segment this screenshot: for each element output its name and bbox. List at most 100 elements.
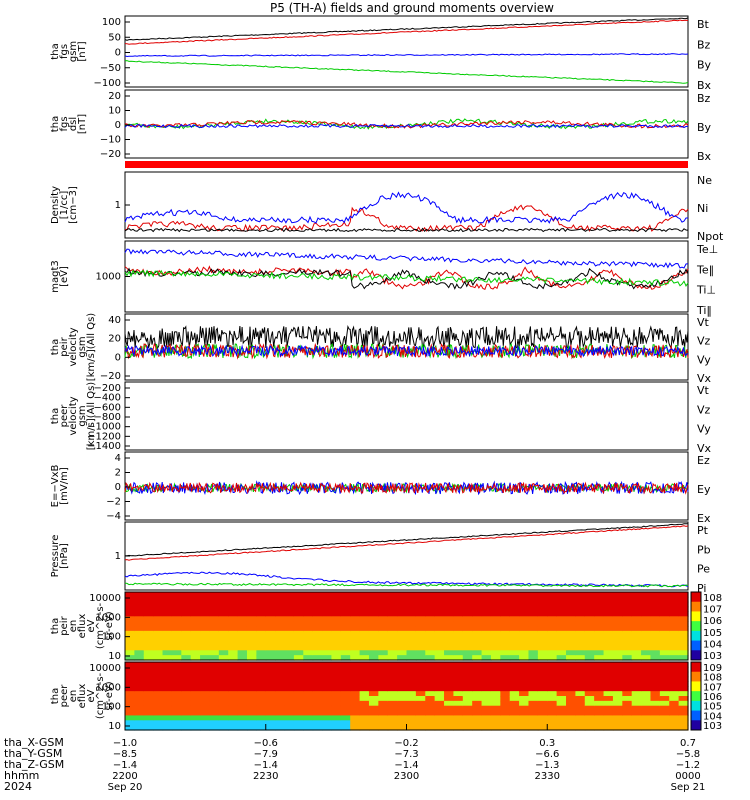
heatmap-cell [472, 655, 483, 661]
heatmap-cell [584, 645, 595, 651]
heatmap-cell [603, 681, 614, 687]
heatmap-cell [256, 655, 267, 661]
heatmap-cell [434, 662, 445, 668]
heatmap-cell [415, 676, 426, 683]
heatmap-cell [415, 720, 426, 726]
heatmap-cell [134, 691, 145, 697]
heatmap-cell [500, 686, 511, 692]
heatmap-cell [622, 666, 633, 673]
heatmap-cell [406, 681, 417, 687]
heatmap-cell [237, 671, 248, 678]
heatmap-cell [594, 725, 605, 731]
heatmap-cell [275, 681, 286, 687]
heatmap-cell [641, 616, 652, 622]
heatmap-cell [650, 691, 661, 697]
heatmap-cell [359, 691, 370, 697]
heatmap-cell [228, 650, 239, 656]
heatmap-cell [556, 621, 567, 627]
heatmap-cell [265, 705, 276, 712]
heatmap-cell [425, 655, 436, 661]
heatmap-cell [387, 705, 398, 712]
heatmap-cell [594, 640, 605, 647]
heatmap-cell [594, 715, 605, 721]
heatmap-cell [500, 630, 511, 637]
y-ticks: 1000 [96, 272, 130, 283]
heatmap-cell [603, 630, 614, 637]
x-tick-label: 2300 [394, 771, 419, 782]
heatmap-cell [162, 606, 173, 613]
heatmap-cell [387, 691, 398, 697]
heatmap-cell [659, 686, 670, 692]
heatmap-cell [125, 715, 135, 721]
heatmap-cell [481, 616, 492, 622]
heatmap-cell [256, 666, 267, 673]
heatmap-cell [275, 662, 286, 668]
heatmap-cell [425, 635, 436, 642]
heatmap-cell [490, 640, 501, 647]
heatmap-cell [547, 681, 558, 687]
heatmap-cell [340, 715, 351, 721]
heatmap-cell [143, 666, 154, 673]
y-tick-label: 10000 [89, 593, 121, 604]
heatmap-cell [350, 635, 361, 642]
heatmap-cell [641, 715, 652, 721]
heatmap-cell [171, 710, 182, 717]
heatmap-cell [537, 710, 548, 717]
heatmap-cell [603, 686, 614, 692]
heatmap-cell [303, 705, 314, 712]
heatmap-cell [237, 606, 248, 613]
heatmap-cell [312, 596, 323, 603]
heatmap-cell [519, 696, 530, 702]
x-tick-label: 0000 [675, 771, 700, 782]
heatmap-cell [218, 601, 229, 608]
heatmap-cell [575, 681, 586, 687]
heatmap-cell [631, 606, 642, 613]
heatmap-cell [340, 691, 351, 697]
heatmap-cell [481, 606, 492, 613]
heatmap-cell [622, 640, 633, 647]
heatmap-cell [312, 705, 323, 712]
heatmap-cell [641, 681, 652, 687]
heatmap-cell [519, 650, 530, 656]
heatmap-cell [406, 725, 417, 731]
heatmap-cell [537, 671, 548, 678]
heatmap-cell [490, 681, 501, 687]
heatmap-cell [162, 681, 173, 687]
heatmap-cell [556, 676, 567, 683]
heatmap-cell [462, 630, 473, 637]
heatmap-cell [200, 715, 211, 721]
heatmap-cell [190, 720, 201, 726]
heatmap-cell [556, 601, 567, 608]
heatmap-cell [237, 676, 248, 683]
heatmap-cell [650, 696, 661, 702]
y-tick-label: 2 [115, 468, 121, 479]
heatmap-cell [200, 681, 211, 687]
y-tick-label: −100 [94, 78, 121, 89]
heatmap-cell [406, 621, 417, 627]
heatmap-cell [650, 635, 661, 642]
heatmap-cell [631, 666, 642, 673]
heatmap-cell [556, 686, 567, 692]
heatmap-cell [547, 630, 558, 637]
colorbar-frame [690, 591, 702, 661]
heatmap-cell [143, 671, 154, 678]
y-axis-label-line: peir [59, 615, 70, 635]
heatmap-cell [641, 662, 652, 668]
heatmap-cell [603, 592, 614, 598]
x-tick-label: −6.6 [535, 749, 559, 760]
heatmap-cell [547, 666, 558, 673]
y-ticks: 420−2−4 [106, 453, 130, 522]
heatmap-cell [603, 645, 614, 651]
heatmap-cell [378, 676, 389, 683]
heatmap-cell [481, 676, 492, 683]
heatmap-cell [528, 696, 539, 702]
heatmap-cell [584, 596, 595, 603]
heatmap-cell [669, 681, 680, 687]
series-bz [124, 19, 689, 45]
heatmap-cell [322, 601, 333, 608]
heatmap-cell [265, 666, 276, 673]
heatmap-cell [171, 686, 182, 692]
heatmap-cell [406, 626, 417, 632]
series-npot [124, 191, 688, 225]
